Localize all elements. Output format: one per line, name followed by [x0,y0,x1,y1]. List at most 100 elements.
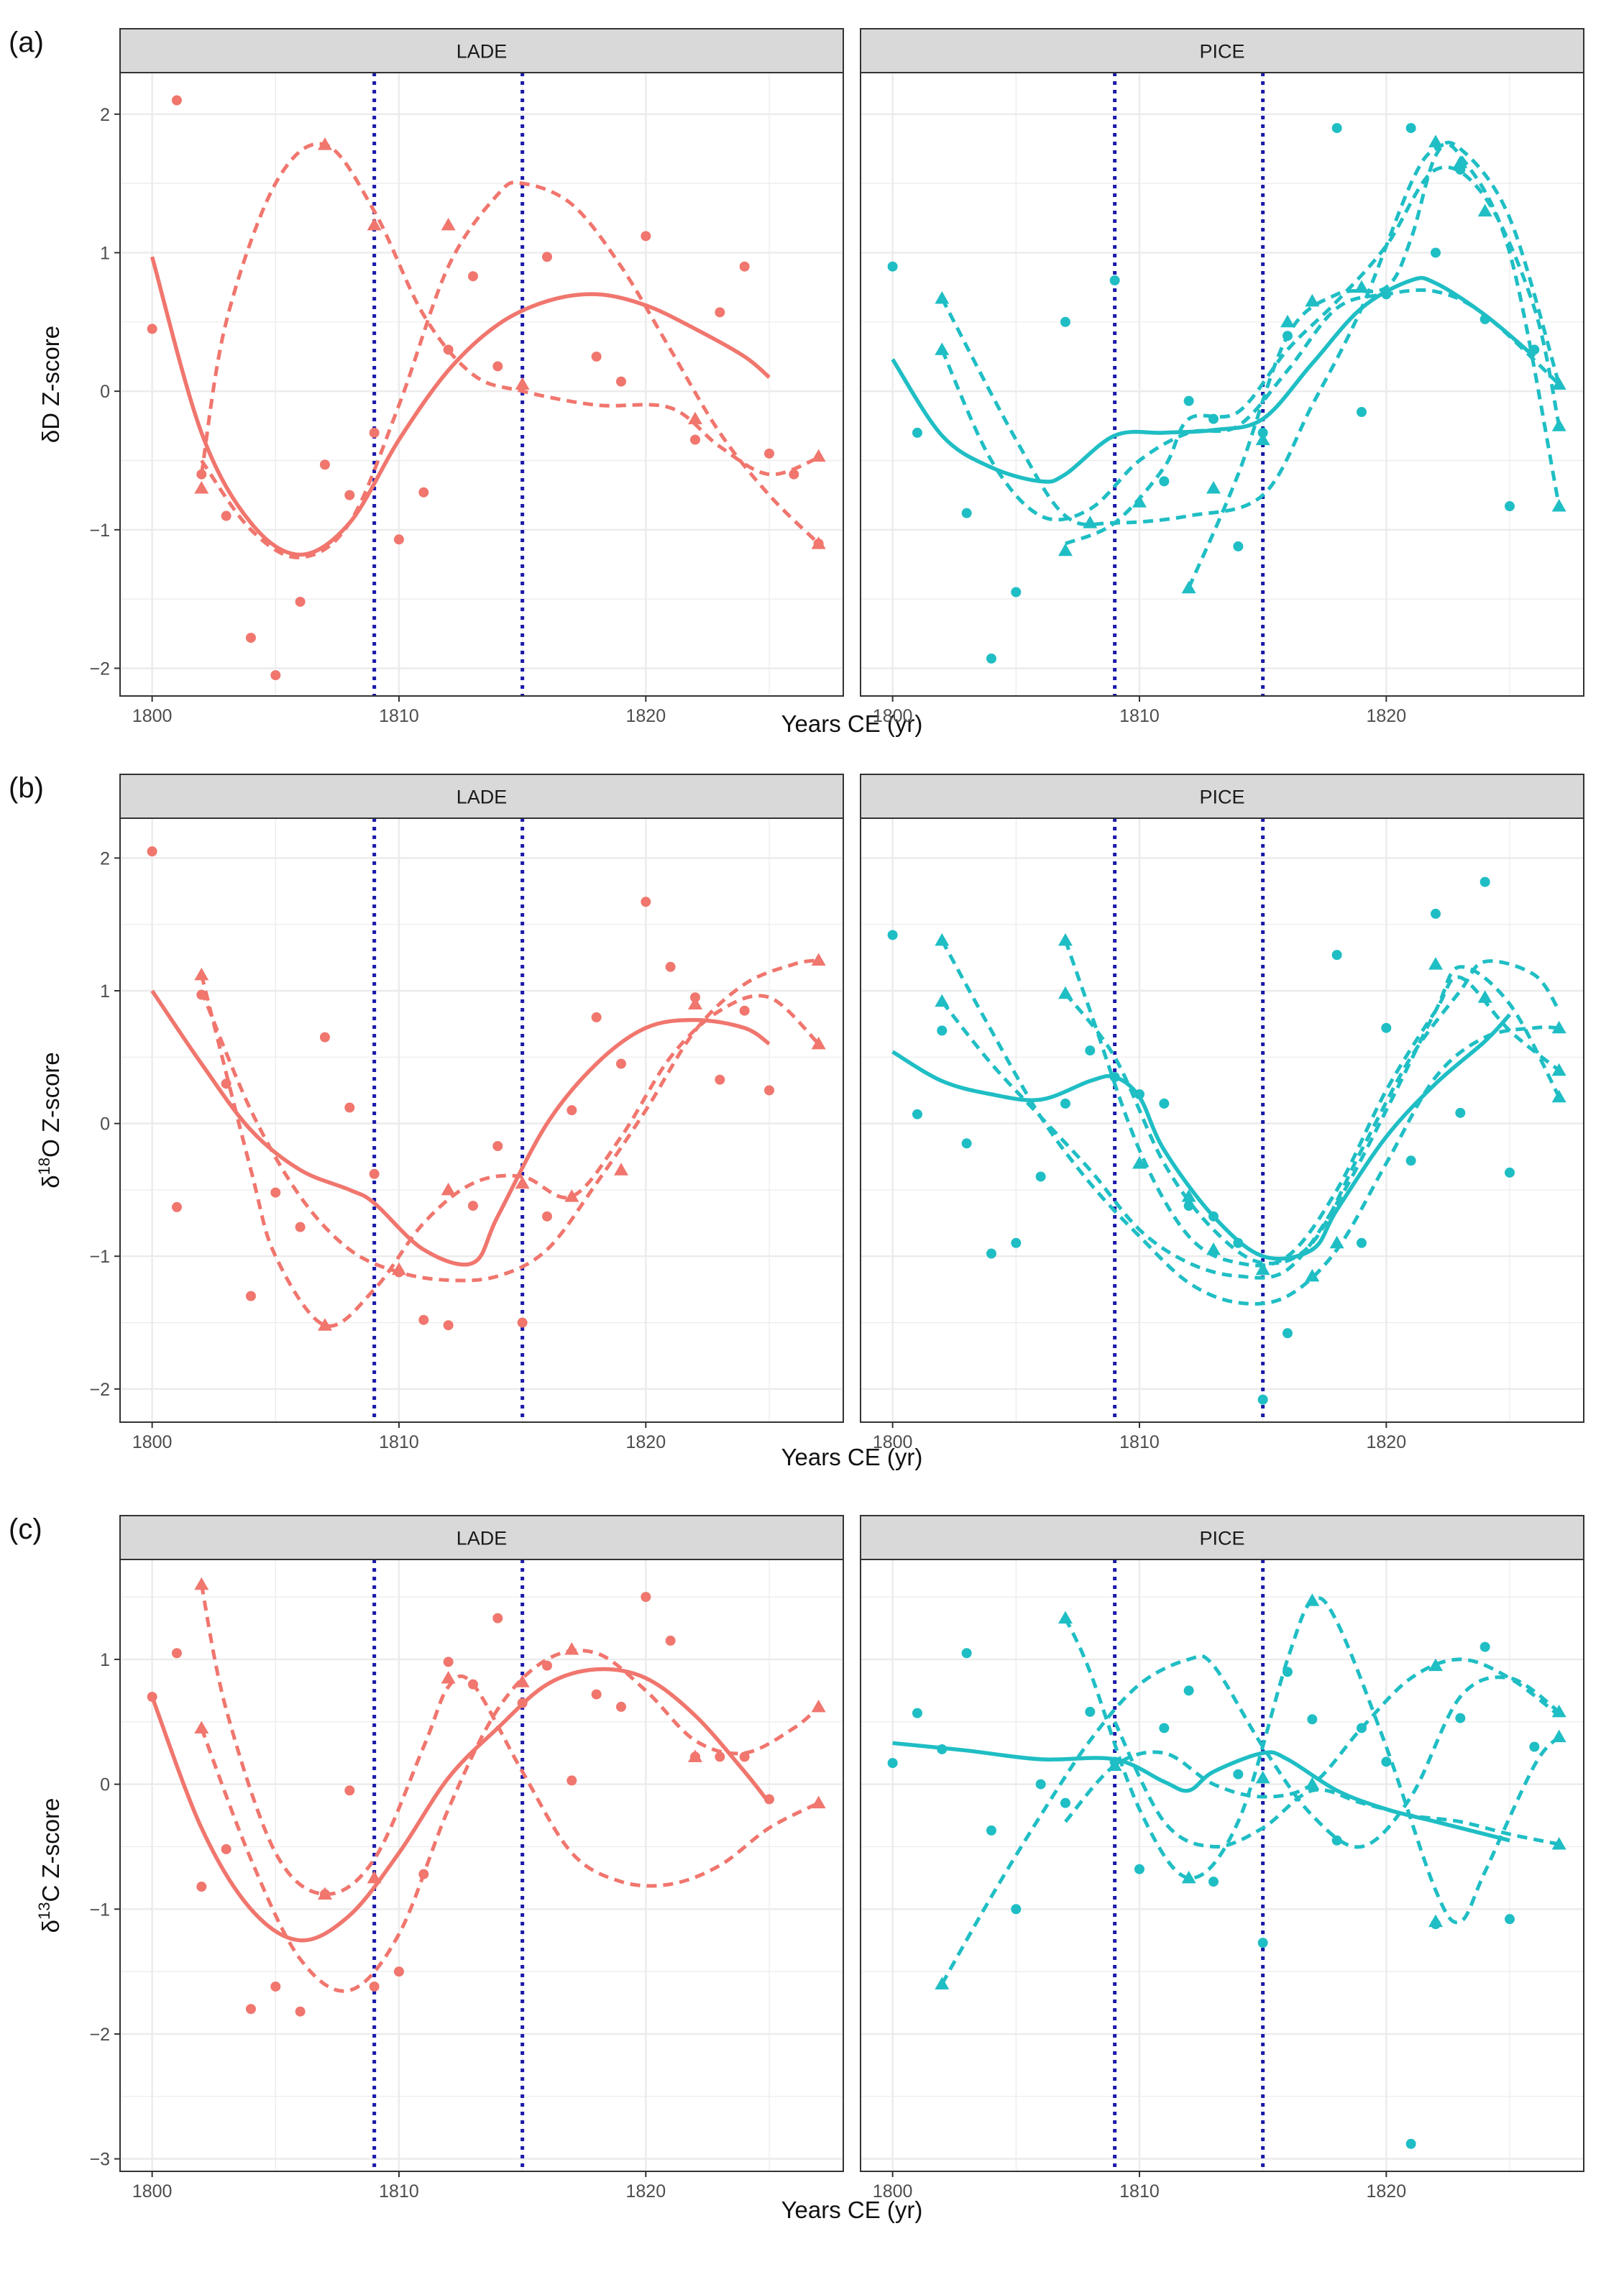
plot-border [119,1559,844,2172]
facet-strip [860,1515,1584,1560]
chart-panel-1: (a) δD Z-score Years CE (yr) LADE 1800 1810 18… [9,27,1584,737]
data-point [665,961,676,972]
data-point-triangle [811,1795,826,1809]
data-point-triangle [564,1189,579,1202]
data-point [319,459,330,470]
data-point [986,1825,996,1836]
data-point [196,469,207,480]
data-point [443,1657,454,1667]
data-point [344,490,355,500]
data-point [1504,501,1515,512]
data-point [961,1648,972,1659]
data-point [1159,1098,1170,1109]
y-tick-label: 1 [100,243,110,263]
x-axis-title: Years CE (yr) [781,710,923,737]
data-point-triangle [1132,1156,1147,1169]
facet-strip-label: PICE [1199,41,1244,63]
facet-strip [860,28,1584,73]
data-point-triangle [935,1976,950,1989]
data-point [1381,1022,1392,1033]
data-point [591,1689,602,1700]
y-axis-title: δ13C Z-score [35,1798,64,1933]
data-point-triangle [1551,1089,1566,1103]
data-point [1035,1779,1046,1790]
data-point [1060,316,1070,327]
x-tick-label: 1810 [1119,706,1160,726]
data-point [1257,1938,1268,1948]
data-point [1233,541,1244,551]
series-line-dashed [940,1654,1561,1985]
data-point-triangle [1477,990,1492,1003]
data-point [1060,1098,1070,1109]
plot-area [861,818,1584,1422]
data-point [443,344,454,355]
x-tick-label: 1820 [626,706,666,726]
data-point-triangle [1551,1020,1566,1034]
data-point-triangle [1206,1242,1221,1255]
data-point [1085,1045,1096,1056]
data-point [763,448,774,459]
data-point-triangle [441,217,456,231]
data-point [221,1843,231,1854]
data-point-triangle [687,1749,702,1762]
data-point [147,1692,157,1703]
data-point-triangle [811,449,826,462]
data-point [1109,275,1120,285]
facet-strip [119,28,844,73]
data-point-triangle [1058,1611,1073,1624]
data-point [492,1141,503,1151]
data-point-triangle [1428,134,1443,147]
data-point [418,1314,429,1325]
data-point-triangle [1428,957,1443,970]
data-point-triangle [935,342,950,355]
data-point-triangle [1329,1235,1344,1249]
series-line-dashed [199,974,820,1328]
data-point-triangle [317,1318,332,1331]
plot-border [119,817,844,1423]
data-point [270,670,281,681]
series-line-dashed [1063,1596,1561,1925]
series-line-dashed [940,965,1561,1280]
panel-letter: (b) [9,772,44,804]
x-tick-label: 1820 [626,1432,666,1452]
data-point-triangle [441,1670,456,1684]
facet-strip-label: LADE [457,1528,508,1549]
x-tick-label: 1810 [379,1432,419,1452]
data-point-triangle [1255,1770,1270,1784]
data-point-triangle [1107,1758,1122,1772]
plot-border [860,72,1584,697]
x-tick-label: 1820 [1367,2181,1407,2202]
data-point [789,469,799,480]
plot-area [861,73,1584,696]
data-point-triangle [317,1887,332,1900]
data-point [1233,1237,1244,1248]
data-point-triangle [613,1163,628,1176]
facet-pice: PICE 1800 1810 1820 [860,28,1584,726]
data-point-triangle [1551,377,1566,390]
data-point-triangle [1477,203,1492,217]
x-tick-label: 1810 [1119,2181,1160,2202]
data-point [1331,1835,1342,1846]
data-point [1405,2138,1416,2149]
series-line-dashed [940,142,1561,527]
data-point [641,897,651,907]
data-point-triangle [1551,1729,1566,1743]
y-tick-label: 1 [100,1650,110,1670]
plot-area [861,1559,1584,2171]
y-tick-label: 2 [100,105,110,125]
data-point-triangle [194,1577,209,1590]
data-point-triangle [1255,432,1270,446]
data-point [270,1187,281,1198]
plot-area [120,1559,843,2171]
data-point [369,1981,380,1992]
data-point [295,1222,306,1232]
data-point-triangle [1132,495,1147,508]
x-tick-label: 1800 [132,706,173,726]
data-point [393,1966,404,1977]
data-point [763,1794,774,1805]
data-point [937,1744,948,1754]
data-point [344,1785,355,1796]
data-point-triangle [1181,1189,1196,1202]
data-point [715,1751,725,1762]
data-point [541,252,552,262]
